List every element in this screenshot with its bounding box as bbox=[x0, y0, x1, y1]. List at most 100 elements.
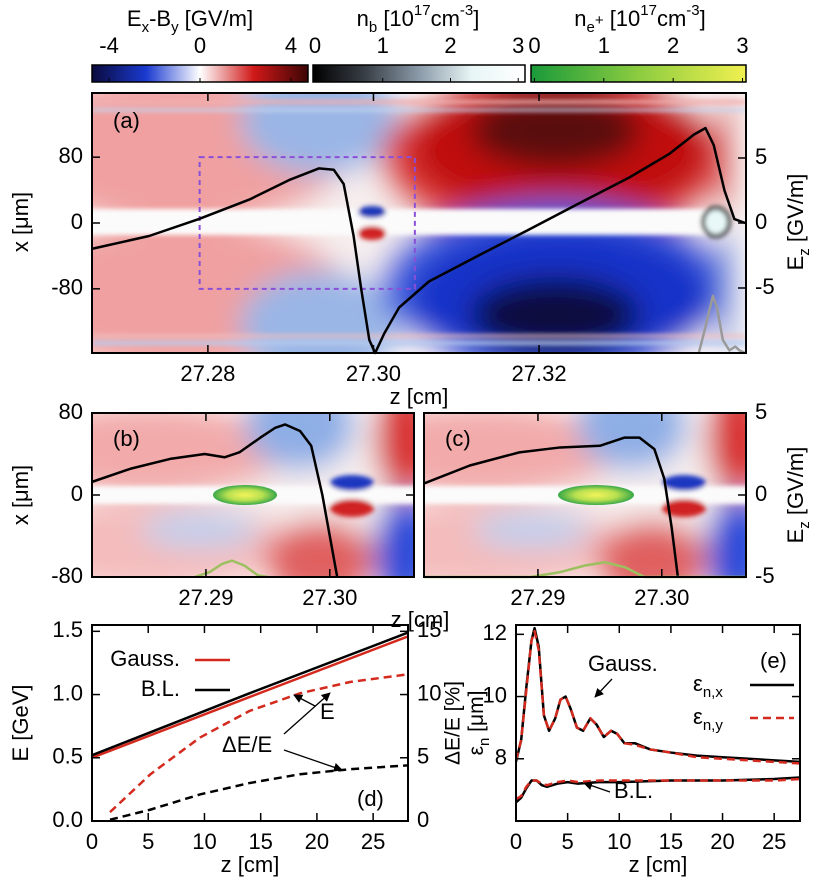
legend-label: εn,x bbox=[693, 671, 723, 702]
x-tick-label: 27.29 bbox=[178, 585, 233, 610]
colorbar-tick-label: 2 bbox=[444, 33, 456, 58]
colorbar-tick-label: 1 bbox=[598, 33, 610, 58]
x-tick-label: 27.32 bbox=[512, 361, 567, 386]
y-tick-label: 0 bbox=[71, 209, 83, 234]
label-part: [μm] bbox=[465, 691, 488, 738]
y-tick-label: 12 bbox=[483, 620, 507, 645]
label-part: e bbox=[586, 19, 594, 36]
panel-label: (c) bbox=[445, 426, 471, 451]
x-axis-label: z [cm] bbox=[390, 384, 449, 409]
colorbar-label: ne+ [1017cm-3] bbox=[574, 2, 706, 36]
legend-label-part: ε bbox=[693, 671, 703, 696]
colorbar bbox=[312, 64, 526, 83]
y-tick-label: -80 bbox=[51, 563, 83, 588]
plot-area: 27.29 27.30 -80 0 80 bbox=[51, 399, 415, 610]
colorbar-tick-label: 2 bbox=[667, 33, 679, 58]
x-tick-label: 27.29 bbox=[510, 585, 565, 610]
y2-axis-label: ΔE/E [%] bbox=[442, 681, 465, 765]
data-line bbox=[109, 673, 408, 814]
label-part: y bbox=[171, 19, 179, 36]
field-map bbox=[10, 380, 440, 605]
legend-label: B.L. bbox=[141, 676, 180, 701]
label-part: [GV/m] bbox=[783, 447, 808, 522]
data-line bbox=[516, 629, 800, 765]
series-group bbox=[92, 423, 339, 579]
x-tick-label: 10 bbox=[192, 829, 216, 854]
label-part: 17 bbox=[414, 2, 431, 19]
label-part: n bbox=[574, 6, 586, 31]
series-group bbox=[516, 626, 800, 804]
panel-label: (a) bbox=[113, 108, 140, 133]
plot-area: 27.29 27.30 -5 0 5 bbox=[423, 399, 775, 610]
label-part: cm bbox=[431, 6, 460, 31]
plot-frame bbox=[91, 624, 409, 822]
data-line bbox=[516, 777, 800, 801]
x-tick-label: 27.30 bbox=[634, 585, 689, 610]
y2-tick-label: 0 bbox=[417, 807, 429, 832]
label-part: ] bbox=[700, 6, 706, 31]
y-tick-label: 0.0 bbox=[52, 807, 83, 832]
legend-label-part: n,y bbox=[703, 717, 724, 734]
colorbar-tick-label: 0 bbox=[309, 33, 321, 58]
colorbar-tick-label: 0 bbox=[528, 33, 540, 58]
label-part: 17 bbox=[640, 2, 657, 19]
y-tick-label: 8 bbox=[495, 745, 507, 770]
x-tick-label: 5 bbox=[562, 829, 574, 854]
x-tick-label: 0 bbox=[510, 829, 522, 854]
label-part: [10 bbox=[604, 6, 641, 31]
label-part: [GV/m] bbox=[179, 6, 254, 31]
label-part: E bbox=[127, 6, 142, 31]
colorbar-tick-label: -4 bbox=[99, 33, 119, 58]
label-part: b bbox=[369, 19, 377, 36]
y-tick-label: 0 bbox=[71, 481, 83, 506]
y-tick-label: 80 bbox=[59, 399, 83, 424]
x-tick-label: 25 bbox=[361, 829, 385, 854]
y2-tick-label: 0 bbox=[755, 481, 767, 506]
plot-area: 27.28 27.30 27.32 -80 0 80 -5 0 5 bbox=[51, 92, 775, 386]
plot-frame bbox=[515, 624, 801, 822]
legend-label: Gauss. bbox=[110, 646, 180, 671]
y2-axis-label: Ez [GV/m] bbox=[783, 447, 814, 544]
x-axis-label: z [cm] bbox=[391, 607, 450, 632]
panel-label: (d) bbox=[357, 786, 384, 811]
y-axis-label: εn [μm] bbox=[465, 691, 494, 756]
label-part: z bbox=[796, 248, 813, 256]
y-axis-label: x [μm] bbox=[8, 192, 33, 252]
y2-axis-label: Ez [GV/m] bbox=[783, 174, 814, 271]
annotation-arrow bbox=[293, 694, 316, 707]
data-line bbox=[92, 423, 339, 578]
annotation-arrow bbox=[583, 781, 611, 793]
field-map bbox=[342, 380, 772, 605]
label-part: ] bbox=[473, 6, 479, 31]
colorbar-tick-label: 0 bbox=[194, 33, 206, 58]
data-line bbox=[92, 126, 746, 355]
x-tick-label: 20 bbox=[710, 829, 734, 854]
field-map bbox=[92, 93, 746, 353]
label-part: z bbox=[796, 521, 813, 529]
data-line bbox=[424, 436, 680, 578]
legend-label: εn,y bbox=[693, 704, 723, 735]
y-tick-label: 1.0 bbox=[52, 680, 83, 705]
y2-tick-label: -5 bbox=[755, 563, 775, 588]
x-tick-label: 15 bbox=[248, 829, 272, 854]
label-part: -3 bbox=[686, 2, 699, 19]
y2-tick-label: 15 bbox=[417, 617, 441, 642]
zoom-box bbox=[198, 156, 416, 290]
series-group bbox=[92, 631, 408, 821]
colorbar-label: nb [1017cm-3] bbox=[357, 2, 480, 36]
y2-tick-label: 0 bbox=[755, 209, 767, 234]
data-line bbox=[697, 294, 746, 355]
data-line bbox=[92, 631, 408, 757]
x-tick-label: 25 bbox=[762, 829, 786, 854]
label-part: -B bbox=[149, 6, 171, 31]
x-axis-label: z [cm] bbox=[221, 852, 280, 877]
colorbar-tick-label: 3 bbox=[736, 33, 748, 58]
y2-tick-label: 10 bbox=[417, 680, 441, 705]
label-part: x bbox=[142, 19, 150, 36]
colorbar-tick-label: 3 bbox=[512, 33, 524, 58]
x-tick-label: 27.30 bbox=[346, 361, 401, 386]
x-tick-label: 15 bbox=[659, 829, 683, 854]
